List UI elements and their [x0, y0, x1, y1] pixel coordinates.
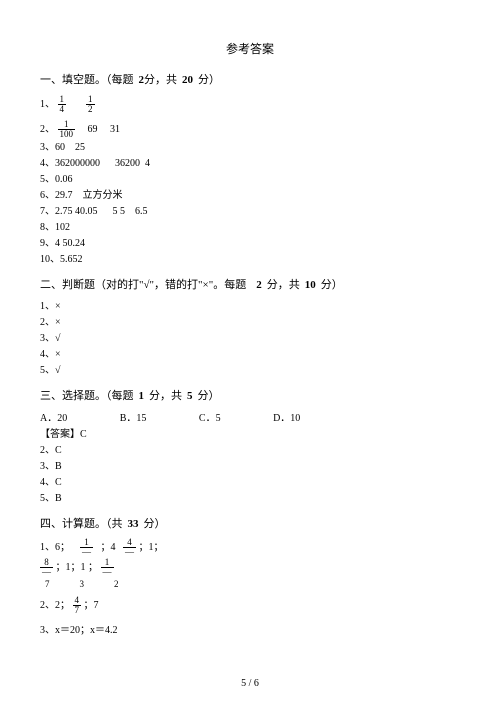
sec4-pre: 四、计算题。（共	[40, 518, 123, 530]
s3-a3: 3、B	[40, 459, 460, 474]
sec1-mid: 分，共	[144, 74, 177, 86]
s3-a5: 5、B	[40, 491, 460, 506]
sec2-pts1: 2	[256, 279, 262, 291]
sec3-pre: 三、选择题。（每题	[40, 390, 134, 402]
sec1-pts2: 20	[182, 74, 193, 86]
s2-a1: 1、×	[40, 299, 460, 314]
sec4-pts: 33	[128, 518, 139, 530]
s1-q2-b: 31	[110, 123, 120, 134]
page-title: 参考答案	[40, 40, 460, 58]
frac-1-4: 14	[58, 95, 67, 114]
frac-b: 4—	[123, 538, 136, 557]
s1-q7: 7、2.75 40.055 56.5	[40, 204, 460, 219]
s1-q2-label: 2、	[40, 123, 55, 134]
frac-a: 1—	[80, 538, 93, 557]
s4-q3: 3、x＝20；x＝4.2	[40, 623, 460, 638]
sec2-post: 分）	[321, 279, 343, 291]
sec2-pre: 二、判断题（对的打"√"，错的打"×"。每题	[40, 279, 246, 291]
sec3-post: 分）	[198, 390, 220, 402]
frac-1-2: 12	[86, 95, 95, 114]
s1-q4: 4、362000000362004	[40, 156, 460, 171]
sec2-mid: 分，共	[267, 279, 300, 291]
s1-q1: 1、 14 12	[40, 95, 460, 114]
frac-1-100: 1100	[58, 120, 76, 139]
section4-heading: 四、计算题。（共 33 分）	[40, 516, 460, 533]
answer-page: 参考答案 一、填空题。（每题 2 分，共 20 分） 1、 14 12 2、 1100 …	[0, 0, 500, 659]
sec3-pts2: 5	[187, 390, 193, 402]
section2-heading: 二、判断题（对的打"√"，错的打"×"。每题 2 分，共 10 分）	[40, 277, 460, 294]
s1-q1-label: 1、	[40, 98, 55, 109]
s3-a2: 2、C	[40, 443, 460, 458]
s1-q2-a: 69	[88, 123, 98, 134]
sec2-pts2: 10	[305, 279, 316, 291]
frac-c: 8—	[40, 558, 53, 577]
s1-q6: 6、29.7立方分米	[40, 188, 460, 203]
s3-options: A．20 B．15 C．5 D．10	[40, 411, 460, 426]
s1-q10: 10、5.652	[40, 252, 460, 267]
s4-q2: 2、2； 47 ；7	[40, 596, 460, 615]
sec3-mid: 分，共	[149, 390, 182, 402]
page-footer: 5 / 6	[0, 678, 500, 689]
s3-ans1: 【答案】C	[40, 427, 460, 442]
frac-d: 1—	[101, 558, 114, 577]
sec1-pre: 一、填空题。（每题	[40, 74, 134, 86]
s1-q2: 2、 1100 69 31	[40, 120, 460, 139]
s2-a2: 2、×	[40, 315, 460, 330]
section1-heading: 一、填空题。（每题2分，共20分）	[40, 72, 460, 89]
s3-a4: 4、C	[40, 475, 460, 490]
sec4-post: 分）	[144, 518, 166, 530]
s4-q1-row2: 8— ；1；1 ； 1—	[40, 558, 460, 577]
sec1-post: 分）	[198, 74, 220, 86]
sec3-pts1: 1	[139, 390, 145, 402]
section3-heading: 三、选择题。（每题 1 分，共 5 分）	[40, 388, 460, 405]
s2-a5: 5、√	[40, 363, 460, 378]
s1-q8: 8、102	[40, 220, 460, 235]
s4-q1: 1、6； 1— ；4 4— ；1；	[40, 538, 460, 557]
s1-q3: 3、6025	[40, 140, 460, 155]
s2-a3: 3、√	[40, 331, 460, 346]
s1-q5: 5、0.06	[40, 172, 460, 187]
s2-a4: 4、×	[40, 347, 460, 362]
s4-q1-row3: 732	[40, 578, 460, 592]
s1-q9: 9、4 50.24	[40, 236, 460, 251]
frac-4-7: 47	[73, 596, 82, 615]
